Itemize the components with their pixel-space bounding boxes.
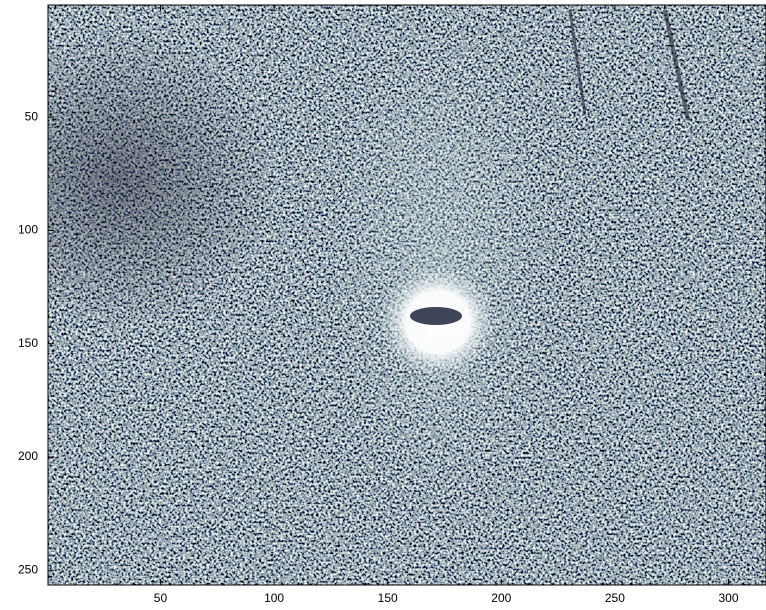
y-tick-label: 200 (18, 449, 38, 463)
y-tick-label: 150 (18, 336, 38, 350)
image (0, 5, 766, 585)
x-tick-label: 250 (605, 591, 625, 605)
dark-core (410, 307, 462, 325)
y-tick-label: 250 (18, 562, 38, 576)
x-tick-label: 100 (264, 591, 284, 605)
x-tick-label: 200 (491, 591, 511, 605)
x-tick-label: 300 (718, 591, 738, 605)
y-tick-label: 100 (18, 223, 38, 237)
y-tick-label: 50 (25, 109, 39, 123)
x-tick-label: 50 (154, 591, 168, 605)
x-tick-label: 150 (378, 591, 398, 605)
halo (330, 30, 550, 490)
chart: 50 100 150 200 250 300 50 100 150 200 250 (0, 0, 766, 610)
